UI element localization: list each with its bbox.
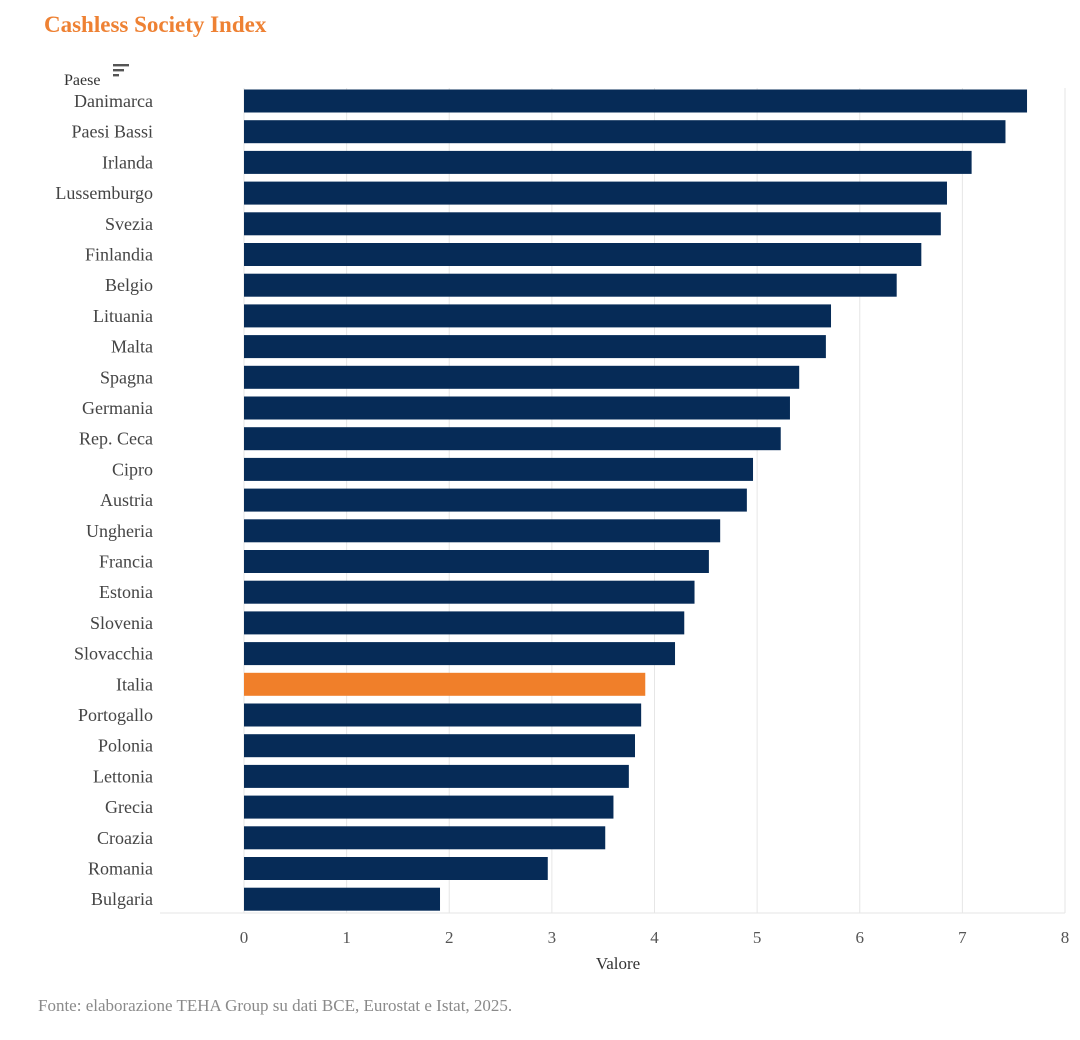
bar-lituania[interactable]: [244, 304, 832, 328]
category-label: Danimarca: [74, 91, 153, 111]
category-label: Croazia: [97, 828, 153, 848]
category-label: Lettonia: [93, 766, 153, 786]
bar-spagna[interactable]: [244, 365, 800, 389]
x-tick-label: 7: [958, 928, 967, 947]
x-tick-labels: 0 1 2 3 4 5 6 7 8: [240, 928, 1070, 947]
bar-belgio[interactable]: [244, 273, 897, 297]
category-label: Estonia: [99, 582, 153, 602]
bar-slovacchia[interactable]: [244, 642, 676, 666]
bar-finlandia[interactable]: [244, 243, 922, 266]
category-label: Grecia: [105, 797, 153, 817]
bar-ungheria[interactable]: [244, 519, 721, 543]
bar-portogallo[interactable]: [244, 703, 642, 727]
category-label: Finlandia: [85, 245, 153, 265]
bar-croazia[interactable]: [244, 826, 606, 850]
bar-austria[interactable]: [244, 488, 747, 512]
category-label: Spagna: [100, 367, 153, 387]
bar-grecia[interactable]: [244, 795, 614, 819]
chart-title: Cashless Society Index: [44, 12, 267, 37]
x-tick-label: 3: [548, 928, 557, 947]
bar-paesi-bassi[interactable]: [244, 120, 1006, 144]
category-label: Italia: [116, 674, 153, 694]
category-label: Ungheria: [86, 521, 153, 541]
bar-malta[interactable]: [244, 335, 826, 359]
x-tick-label: 4: [650, 928, 659, 947]
bar-danimarca[interactable]: [244, 89, 1028, 113]
bar-chart: Danimarca Paesi Bassi Irlanda Lussemburgo Sv…: [55, 64, 1070, 973]
x-tick-label: 8: [1061, 928, 1070, 947]
category-label: Bulgaria: [91, 889, 153, 909]
category-label: Austria: [100, 490, 153, 510]
bar-estonia[interactable]: [244, 580, 695, 604]
bar-lettonia[interactable]: [244, 764, 629, 788]
bar-romania[interactable]: [244, 857, 548, 880]
bar-germania[interactable]: [244, 396, 790, 420]
category-label: Romania: [88, 859, 153, 879]
category-label: Paesi Bassi: [71, 122, 153, 142]
x-tick-label: 1: [342, 928, 351, 947]
x-axis-title: Valore: [596, 954, 640, 973]
category-label: Lituania: [93, 306, 153, 326]
category-label: Slovacchia: [74, 644, 153, 664]
bars: [244, 89, 1028, 911]
category-label: Cipro: [112, 459, 153, 479]
x-tick-label: 0: [240, 928, 249, 947]
bar-polonia[interactable]: [244, 734, 636, 758]
category-label: Francia: [99, 552, 153, 572]
bar-slovenia[interactable]: [244, 611, 685, 635]
category-label: Germania: [82, 398, 153, 418]
y-axis-title: Paese: [64, 72, 100, 89]
sort-descending-icon[interactable]: [113, 64, 129, 77]
category-label: Belgio: [105, 275, 153, 295]
x-tick-label: 2: [445, 928, 454, 947]
bar-svezia[interactable]: [244, 212, 941, 236]
category-label: Irlanda: [102, 152, 153, 172]
bar-italia[interactable]: [244, 672, 646, 696]
category-label: Svezia: [105, 214, 153, 234]
bar-lussemburgo[interactable]: [244, 181, 947, 205]
category-label: Lussemburgo: [55, 183, 153, 203]
category-label: Portogallo: [78, 705, 153, 725]
category-label: Polonia: [98, 736, 153, 756]
bar-rep-ceca[interactable]: [244, 427, 781, 451]
bar-cipro[interactable]: [244, 457, 754, 481]
bar-irlanda[interactable]: [244, 150, 972, 174]
category-label: Slovenia: [90, 613, 153, 633]
category-label: Malta: [111, 337, 153, 357]
bar-francia[interactable]: [244, 550, 709, 573]
source-note: Fonte: elaborazione TEHA Group su dati B…: [38, 996, 513, 1015]
category-labels: Danimarca Paesi Bassi Irlanda Lussemburgo Sv…: [55, 91, 153, 909]
bar-bulgaria[interactable]: [244, 887, 441, 911]
category-label: Rep. Ceca: [79, 429, 153, 449]
x-tick-label: 5: [753, 928, 762, 947]
x-tick-label: 6: [856, 928, 865, 947]
